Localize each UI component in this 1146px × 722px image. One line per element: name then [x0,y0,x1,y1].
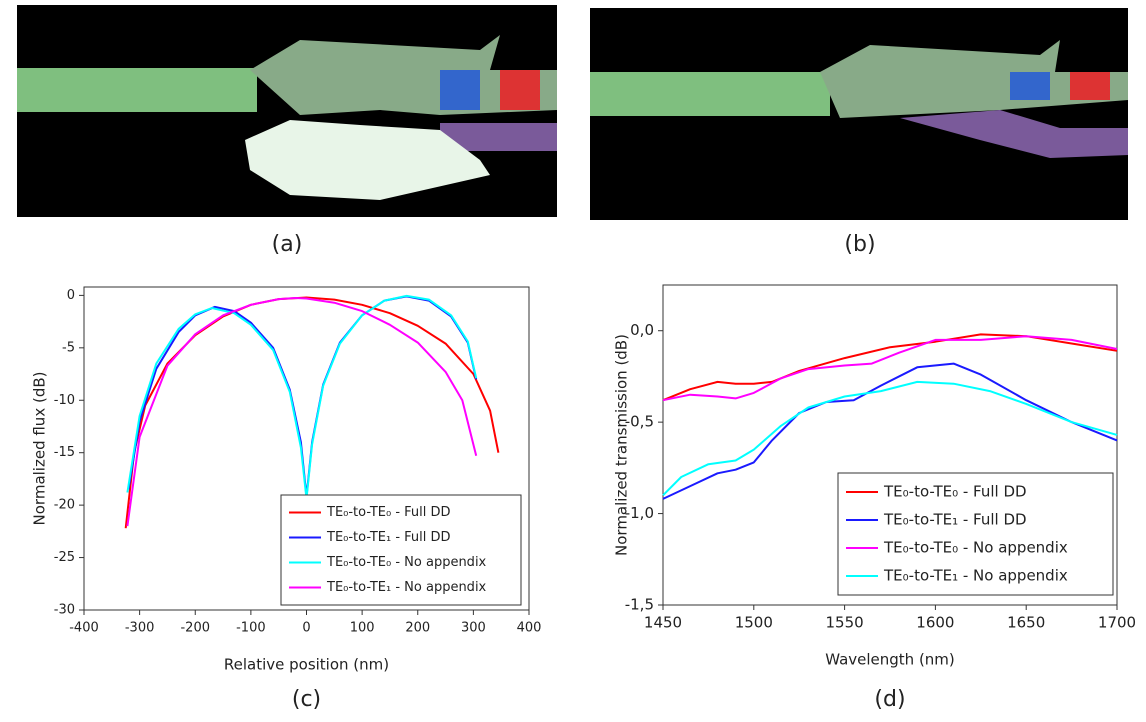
y-tick-label: 0 [67,288,75,303]
appendix [245,120,490,200]
waveguide [820,40,1128,118]
x-tick-label: -100 [236,621,266,636]
data-line [662,335,1118,402]
waveguide [17,68,257,112]
x-tick-label: 1700 [1098,614,1136,632]
y-tick-label: 0,0 [630,321,654,339]
y-axis-title: Normalized flux (dB) [31,372,49,526]
y-tick-label: -30 [54,603,75,618]
field-spot [1070,72,1110,100]
y-tick-label: -1,0 [625,504,654,522]
legend-label: TE₀-to-TE₀ - No appendix [883,539,1068,557]
data-line [126,294,478,500]
y-tick-label: -0,5 [625,413,654,431]
x-tick-label: 100 [350,621,375,636]
panel-caption: (d) [874,687,905,712]
x-tick-label: -300 [125,621,155,636]
data-line [124,296,500,529]
x-tick-label: 0 [302,621,310,636]
x-tick-label: 300 [461,621,486,636]
legend-box [837,472,1114,596]
panel-caption: (c) [292,687,321,712]
legend-label: TE₀-to-TE₁ - Full DD [883,511,1027,529]
y-axis-title: Normalized transmission (dB) [613,334,631,556]
panel-caption: (a) [272,232,303,257]
legend-label: TE₀-to-TE₀ - No appendix [326,555,487,570]
x-tick-label: 1600 [916,614,954,632]
y-tick-label: -25 [54,550,75,565]
x-tick-label: 1550 [826,614,864,632]
data-line [662,380,1118,497]
waveguide [590,72,830,116]
x-axis-title: Relative position (nm) [224,656,389,674]
field-spot [440,70,480,110]
field-spot [500,70,540,110]
legend-label: TE₀-to-TE₀ - Full DD [883,483,1027,501]
data-line [662,362,1118,500]
x-tick-label: 1650 [1007,614,1045,632]
data-line [662,333,1118,402]
field-spot [1010,72,1050,100]
y-tick-label: -15 [54,445,75,460]
x-tick-label: 1500 [735,614,773,632]
y-tick-label: -5 [62,340,75,355]
x-tick-label: 1450 [644,614,682,632]
plot-frame [662,284,1118,606]
field-image-a [17,5,557,217]
waveguide [250,35,557,115]
legend-label: TE₀-to-TE₁ - No appendix [883,567,1068,585]
data-line [126,297,478,527]
legend-label: TE₀-to-TE₁ - No appendix [326,580,487,595]
x-tick-label: 200 [405,621,430,636]
x-tick-label: -400 [69,621,99,636]
y-tick-label: -10 [54,393,75,408]
panel-caption: (b) [844,232,875,257]
x-tick-label: 400 [517,621,542,636]
y-tick-label: -20 [54,498,75,513]
x-axis-title: Wavelength (nm) [825,651,955,669]
y-tick-label: -1,5 [625,596,654,614]
legend-label: TE₀-to-TE₀ - Full DD [326,505,451,520]
legend-label: TE₀-to-TE₁ - Full DD [326,530,451,545]
field-image-b [590,8,1128,220]
x-tick-label: -200 [180,621,210,636]
waveguide [900,110,1128,158]
